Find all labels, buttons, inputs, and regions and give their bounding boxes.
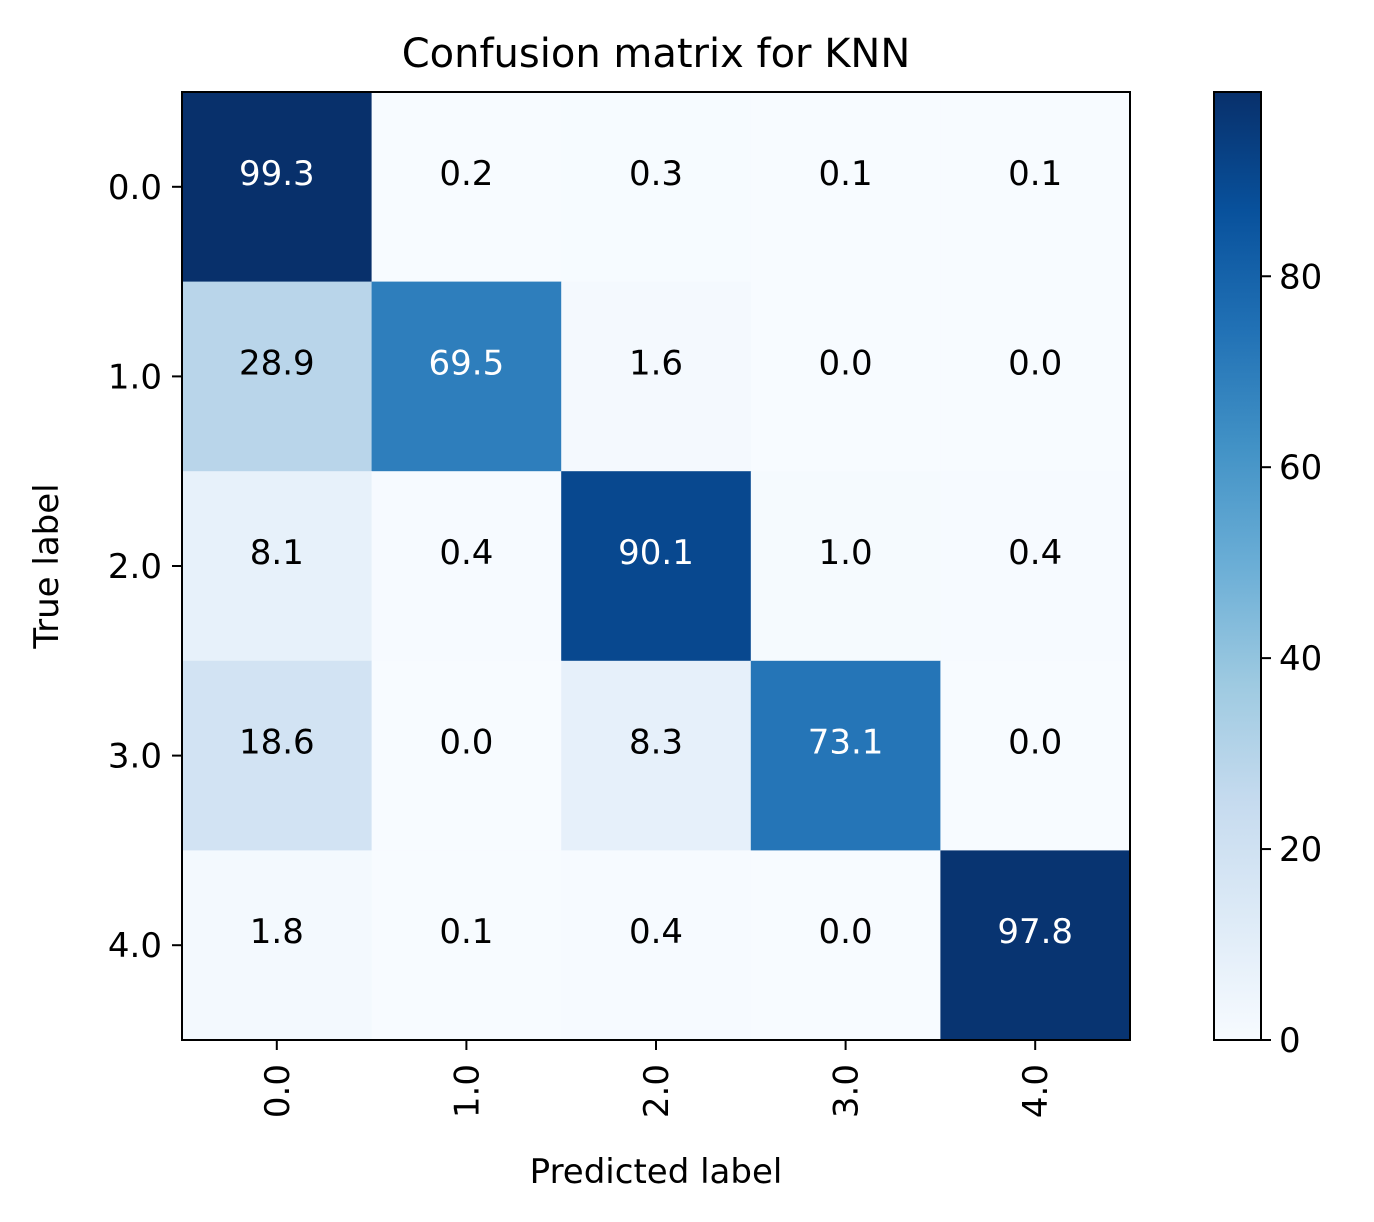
y-tick-label: 0.0 bbox=[108, 168, 162, 208]
cell-value-label: 18.6 bbox=[239, 723, 315, 763]
cell-value-label: 0.0 bbox=[439, 723, 493, 763]
cell-value-label: 28.9 bbox=[239, 343, 315, 383]
heatmap-cell bbox=[940, 471, 1131, 662]
heatmap-cell bbox=[371, 92, 562, 283]
cell-value-label: 0.4 bbox=[439, 533, 493, 573]
colorbar-ticks: 0 20 40 60 80 bbox=[1261, 257, 1322, 1061]
heatmap-cell bbox=[371, 281, 562, 472]
x-tick-label: 2.0 bbox=[637, 1064, 677, 1118]
y-axis-label: True label bbox=[27, 483, 67, 649]
cell-value-label: 97.8 bbox=[997, 912, 1073, 952]
heatmap-cell bbox=[750, 281, 941, 472]
cell-value-label: 0.1 bbox=[819, 154, 873, 194]
cell-value-label: 73.1 bbox=[808, 723, 884, 763]
colorbar-tick-label: 20 bbox=[1279, 830, 1322, 870]
cell-value-label: 0.3 bbox=[629, 154, 683, 194]
heatmap-cell bbox=[371, 850, 562, 1041]
cell-value-label: 0.0 bbox=[1008, 343, 1062, 383]
heatmap-cell bbox=[940, 660, 1131, 851]
heatmap-cell bbox=[182, 660, 373, 851]
colorbar-tick-label: 0 bbox=[1279, 1021, 1301, 1061]
cell-value-label: 0.0 bbox=[1008, 723, 1062, 763]
cell-value-label: 0.4 bbox=[629, 912, 683, 952]
x-axis-label: Predicted label bbox=[530, 1152, 783, 1192]
x-tick-label: 4.0 bbox=[1016, 1064, 1056, 1118]
y-tick-label: 2.0 bbox=[108, 547, 162, 587]
heatmap-cells bbox=[182, 92, 1131, 1041]
heatmap-cell bbox=[561, 92, 752, 283]
y-axis-ticks: 0.0 1.0 2.0 3.0 4.0 bbox=[108, 168, 182, 966]
cell-value-label: 8.3 bbox=[629, 723, 683, 763]
heatmap-cell bbox=[940, 850, 1131, 1041]
colorbar bbox=[1213, 91, 1262, 1041]
y-tick-label: 3.0 bbox=[108, 737, 162, 777]
y-tick-label: 1.0 bbox=[108, 357, 162, 397]
colorbar-tick-label: 40 bbox=[1279, 639, 1322, 679]
heatmap-cell-labels: 99.3 0.2 0.3 0.1 0.1 28.9 69.5 1.6 0.0 0.0 8.1 0.4 9… bbox=[239, 154, 1073, 952]
cell-value-label: 1.8 bbox=[250, 912, 304, 952]
x-tick-label: 1.0 bbox=[447, 1064, 487, 1118]
cell-value-label: 99.3 bbox=[239, 154, 315, 194]
x-tick-label: 3.0 bbox=[827, 1064, 867, 1118]
heatmap-cell bbox=[182, 281, 373, 472]
heatmap-cell bbox=[371, 471, 562, 662]
cell-value-label: 1.6 bbox=[629, 343, 683, 383]
cell-value-label: 69.5 bbox=[429, 343, 505, 383]
heatmap-cell bbox=[750, 660, 941, 851]
heatmap-cell bbox=[182, 471, 373, 662]
heatmap-cell bbox=[371, 660, 562, 851]
heatmap-cell bbox=[182, 850, 373, 1041]
cell-value-label: 0.1 bbox=[1008, 154, 1062, 194]
cell-value-label: 8.1 bbox=[250, 533, 304, 573]
heatmap-cell bbox=[182, 92, 373, 283]
heatmap-cell bbox=[561, 850, 752, 1041]
heatmap-cell bbox=[940, 92, 1131, 283]
cell-value-label: 0.1 bbox=[439, 912, 493, 952]
heatmap-cell bbox=[750, 471, 941, 662]
colorbar-tick-label: 80 bbox=[1279, 257, 1322, 297]
cell-value-label: 0.2 bbox=[439, 154, 493, 194]
cell-value-label: 90.1 bbox=[618, 533, 694, 573]
y-tick-label: 4.0 bbox=[108, 926, 162, 966]
heatmap-cell bbox=[561, 660, 752, 851]
heatmap-cell bbox=[750, 92, 941, 283]
x-tick-label: 0.0 bbox=[258, 1064, 298, 1118]
cell-value-label: 0.4 bbox=[1008, 533, 1062, 573]
chart-title: Confusion matrix for KNN bbox=[402, 31, 911, 77]
cell-value-label: 0.0 bbox=[819, 912, 873, 952]
colorbar-tick-label: 60 bbox=[1279, 448, 1322, 488]
heatmap-cell bbox=[561, 471, 752, 662]
cell-value-label: 1.0 bbox=[819, 533, 873, 573]
x-axis-ticks: 0.0 1.0 2.0 3.0 4.0 bbox=[258, 1040, 1056, 1118]
heatmap-cell bbox=[561, 281, 752, 472]
heatmap-cell bbox=[750, 850, 941, 1041]
heatmap-cell bbox=[940, 281, 1131, 472]
cell-value-label: 0.0 bbox=[819, 343, 873, 383]
